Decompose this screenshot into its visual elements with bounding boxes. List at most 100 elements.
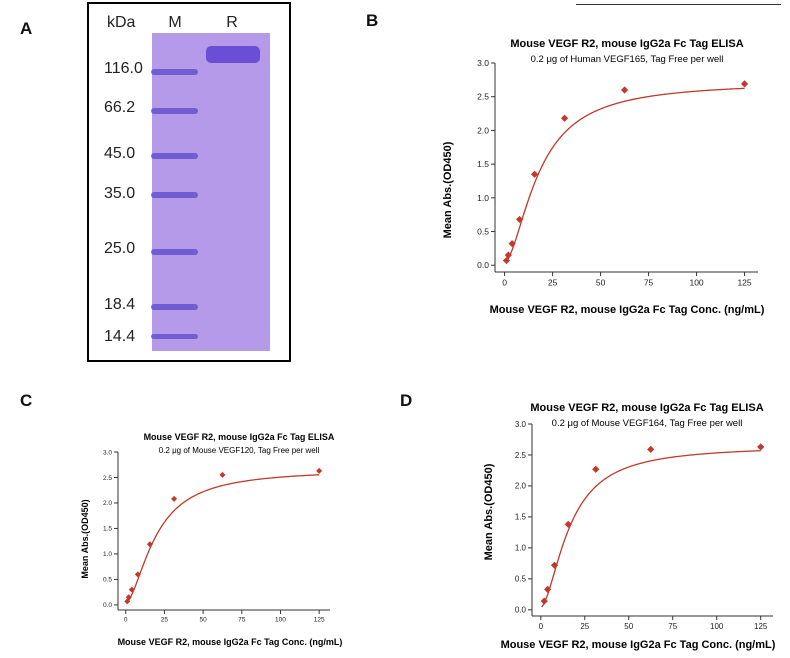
y-tick-label: 0.5 [477,227,489,237]
data-point [124,598,131,605]
y-tick-label: 0.5 [515,575,527,584]
x-tick-label: 100 [689,278,703,288]
data-point [647,445,655,453]
y-tick-label: 1.0 [515,544,527,553]
x-axis-label: Mouse VEGF R2, mouse IgG2a Fc Tag Conc. … [118,637,343,647]
header-rule [576,4,781,5]
gel-sample-band [206,46,260,63]
gel-marker-band [151,108,198,114]
x-tick-label: 25 [161,617,169,624]
x-tick-label: 75 [644,278,654,288]
y-tick-label: 3.0 [103,449,112,456]
y-tick-label: 2.0 [515,482,527,491]
gel-lane-marker-label: M [168,14,182,31]
chart-subtitle: 0.2 μg of Human VEGF165, Tag Free per we… [531,54,724,65]
data-point [757,443,765,451]
chart-title: Mouse VEGF R2, mouse IgG2a Fc Tag ELISA [510,38,743,50]
fit-curve [541,450,761,608]
y-tick-label: 2.5 [103,475,112,482]
data-point [515,215,524,224]
y-tick-label: 1.0 [103,551,112,558]
x-tick-label: 50 [624,622,633,631]
gel-marker-band [151,334,198,339]
chart-title: Mouse VEGF R2, mouse IgG2a Fc Tag ELISA [144,432,335,442]
chart-title: Mouse VEGF R2, mouse IgG2a Fc Tag ELISA [530,402,763,414]
x-tick-label: 50 [199,617,207,624]
data-point [128,586,135,593]
x-tick-label: 100 [275,617,286,624]
gel-marker-band [151,192,198,198]
data-point [592,465,600,473]
y-tick-label: 1.5 [477,159,489,169]
chart-subtitle: 0.2 μg of Mouse VEGF120, Tag Free per we… [159,446,320,455]
y-axis-label: Mean Abs.(OD450) [483,463,495,560]
data-point [564,520,572,528]
data-point [620,86,629,94]
x-tick-label: 125 [737,278,751,288]
chart-subtitle: 0.2 μg of Mouse VEGF164, Tag Free per we… [552,418,743,429]
x-tick-label: 75 [668,622,677,631]
gel-marker-label: 45.0 [104,145,136,162]
data-point [560,114,569,122]
panel-label-c: C [20,391,33,410]
y-tick-label: 0.0 [477,260,489,270]
data-point [502,256,511,265]
y-tick-label: 2.5 [515,451,527,460]
data-point [508,240,516,248]
panel-label-a: A [20,19,33,38]
gel-marker-band [151,69,198,75]
plot-area: 0.0 0.5 1.0 1.5 2.0 2.5 3.0 0 25 50 75 100 125 [103,449,330,624]
data-point [740,80,749,88]
y-tick-label: 0.0 [103,602,112,609]
panel-label-b: B [366,11,379,30]
elisa-chart-c: Mouse VEGF R2, mouse IgG2a Fc Tag ELISA … [80,432,343,647]
gel-marker-label: 116.0 [104,60,143,77]
x-tick-label: 25 [548,278,558,288]
y-tick-label: 0.0 [515,606,527,615]
gel-marker-band [151,304,198,310]
x-axis-label: Mouse VEGF R2, mouse IgG2a Fc Tag Conc. … [501,639,776,651]
y-tick-label: 2.0 [477,125,489,135]
gel-marker-band [151,153,198,159]
plot-area: 0.0 0.5 1.0 1.5 2.0 2.5 3.0 0 25 50 75 100 125 [477,58,758,288]
plot-area: 0.0 0.5 1.0 1.5 2.0 2.5 3.0 0 25 50 75 100 125 [515,420,773,631]
y-tick-label: 1.5 [103,526,112,533]
x-tick-label: 125 [754,622,768,631]
gel-marker-label: 66.2 [104,99,136,116]
gel-marker-label: 18.4 [104,296,136,313]
x-tick-label: 125 [314,617,325,624]
x-tick-label: 25 [580,622,589,631]
x-tick-label: 0 [539,622,544,631]
gel-unit-label: kDa [107,14,136,31]
data-point [134,571,141,578]
x-tick-label: 100 [710,622,724,631]
y-tick-label: 2.0 [103,500,112,507]
elisa-chart-b: Mouse VEGF R2, mouse IgG2a Fc Tag ELISA … [442,38,765,316]
y-tick-label: 3.0 [515,420,527,429]
y-tick-label: 1.5 [515,513,527,522]
x-tick-label: 0 [502,278,507,288]
y-tick-label: 2.5 [477,92,489,102]
gel-marker-label: 25.0 [104,240,136,257]
y-tick-label: 3.0 [477,58,489,68]
gel-marker-label: 35.0 [104,185,136,202]
y-tick-label: 1.0 [477,193,489,203]
x-tick-label: 50 [596,278,606,288]
x-tick-label: 0 [124,617,128,624]
data-point [219,471,226,478]
data-point [125,594,132,601]
data-point [146,541,153,548]
x-tick-label: 75 [238,617,246,624]
fit-curve [126,474,320,604]
gel-marker-label: 14.4 [104,328,136,345]
panel-label-d: D [400,391,413,410]
gel-marker-band [151,249,198,255]
data-point [316,467,323,474]
y-axis-label: Mean Abs.(OD450) [442,141,454,238]
fit-curve [505,87,745,263]
data-point [504,251,512,259]
elisa-chart-d: Mouse VEGF R2, mouse IgG2a Fc Tag ELISA … [483,402,776,651]
gel-lane-sample-label: R [226,14,238,31]
y-axis-label: Mean Abs.(OD450) [80,499,90,578]
data-point [171,495,178,502]
